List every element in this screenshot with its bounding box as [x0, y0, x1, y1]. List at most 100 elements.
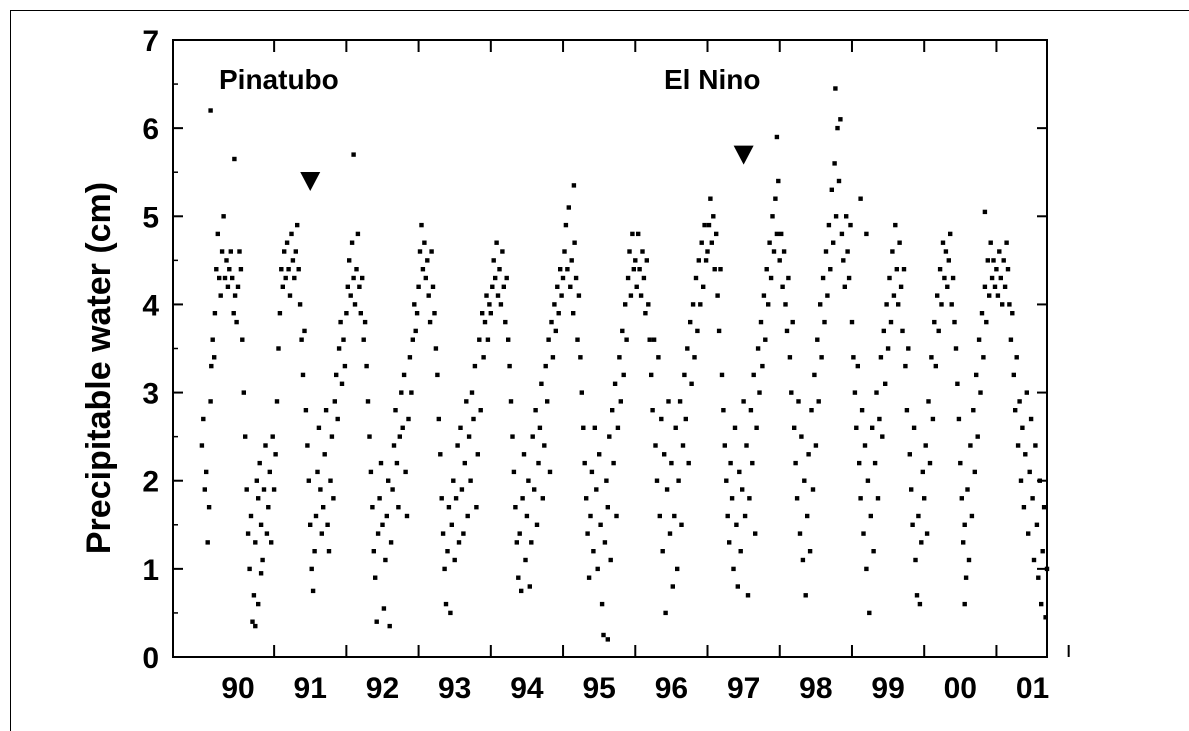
data-point — [747, 496, 752, 501]
data-point — [705, 249, 710, 254]
data-point — [313, 513, 319, 519]
data-point — [675, 566, 680, 572]
data-point — [215, 231, 220, 237]
data-point — [452, 557, 457, 563]
data-point — [542, 443, 547, 448]
data-point — [331, 496, 336, 501]
data-point — [484, 293, 489, 298]
data-point — [865, 478, 871, 483]
data-point — [936, 328, 941, 334]
data-point — [984, 319, 989, 325]
data-point — [874, 390, 879, 395]
data-point — [845, 249, 850, 254]
data-point — [1041, 505, 1047, 510]
data-point — [210, 337, 215, 342]
data-point — [302, 328, 307, 334]
data-point — [269, 540, 274, 545]
data-point — [257, 460, 262, 466]
data-point — [764, 267, 769, 272]
data-point — [848, 222, 853, 228]
data-point — [425, 258, 430, 263]
data-point — [888, 319, 894, 325]
x-tick-label: 94 — [510, 672, 544, 705]
data-point — [994, 267, 999, 272]
data-point — [526, 478, 531, 483]
data-point — [283, 275, 288, 281]
data-point — [846, 275, 852, 281]
data-point — [995, 293, 1001, 298]
data-point — [836, 178, 842, 184]
data-point — [228, 249, 233, 254]
data-point — [400, 425, 405, 430]
data-point — [534, 522, 540, 527]
data-point — [686, 460, 691, 466]
data-point — [789, 390, 794, 395]
data-point — [550, 355, 556, 360]
data-point — [935, 293, 940, 298]
data-point — [573, 275, 579, 281]
data-point — [858, 196, 863, 201]
y-tick-label: 4 — [142, 289, 159, 322]
data-point — [783, 302, 788, 307]
data-point — [318, 487, 323, 492]
data-point — [698, 302, 703, 307]
data-point — [208, 399, 213, 404]
data-point — [774, 231, 780, 237]
data-point — [751, 372, 756, 378]
data-point — [367, 434, 372, 439]
data-point — [1027, 469, 1032, 475]
data-point — [258, 571, 264, 576]
data-point — [562, 249, 567, 254]
data-point — [334, 372, 339, 378]
data-point — [793, 460, 798, 466]
data-point — [896, 302, 901, 307]
data-point — [729, 496, 735, 501]
x-tick-label: 01 — [1016, 672, 1049, 705]
data-point — [945, 284, 950, 289]
data-point — [584, 496, 589, 501]
data-point — [306, 478, 311, 483]
data-point — [716, 328, 722, 334]
data-point — [907, 452, 912, 457]
data-point — [230, 275, 235, 281]
data-point — [981, 355, 986, 360]
data-point — [741, 399, 746, 404]
data-point — [906, 346, 911, 351]
data-point — [753, 531, 758, 536]
data-point — [864, 566, 869, 572]
data-point — [721, 408, 726, 413]
data-point — [396, 505, 401, 510]
data-point — [462, 460, 467, 466]
data-point — [893, 222, 898, 228]
data-point — [355, 231, 361, 237]
data-point — [784, 328, 790, 334]
data-point — [1040, 549, 1045, 554]
data-point — [497, 267, 502, 272]
data-point — [959, 496, 964, 501]
data-point — [680, 443, 686, 448]
data-point — [326, 549, 332, 554]
data-point — [417, 249, 423, 254]
data-point — [659, 416, 664, 422]
data-point — [506, 337, 511, 342]
data-point — [293, 249, 298, 254]
data-point — [427, 319, 433, 325]
data-point — [651, 337, 657, 342]
data-point — [329, 434, 335, 439]
data-point — [982, 284, 988, 289]
data-point — [919, 540, 924, 545]
data-point — [414, 311, 420, 316]
data-point — [831, 240, 836, 245]
data-point — [527, 584, 532, 589]
data-point — [322, 452, 327, 457]
data-point — [260, 557, 265, 563]
data-point — [887, 275, 892, 281]
data-point — [773, 196, 778, 201]
data-point — [440, 531, 446, 536]
data-point — [927, 460, 933, 466]
data-point — [401, 372, 407, 378]
annotation-marker — [733, 145, 754, 165]
data-point — [940, 240, 946, 245]
data-point — [251, 593, 257, 598]
data-point — [274, 399, 280, 404]
